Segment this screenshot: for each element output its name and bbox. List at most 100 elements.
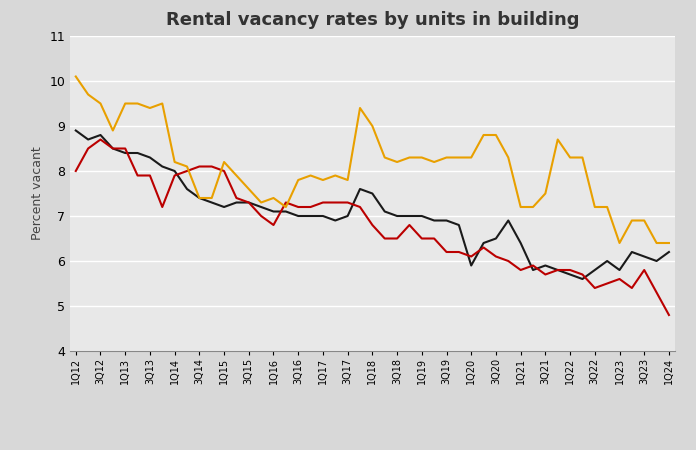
- 5+ units: [443, 155, 451, 160]
- National: [529, 267, 537, 273]
- 5+ units: [356, 105, 364, 111]
- National: [171, 168, 179, 174]
- 1 unit: [665, 312, 673, 318]
- 5+ units: [207, 195, 216, 201]
- 5+ units: [566, 155, 574, 160]
- 1 unit: [480, 245, 488, 250]
- National: [566, 272, 574, 277]
- 1 unit: [257, 213, 265, 219]
- 1 unit: [529, 263, 537, 268]
- 5+ units: [418, 155, 426, 160]
- National: [356, 186, 364, 192]
- 1 unit: [381, 236, 389, 241]
- 1 unit: [603, 281, 611, 286]
- 1 unit: [405, 222, 413, 228]
- National: [282, 209, 290, 214]
- 1 unit: [84, 146, 93, 151]
- 1 unit: [443, 249, 451, 255]
- 5+ units: [516, 204, 525, 210]
- 1 unit: [615, 276, 624, 282]
- National: [443, 218, 451, 223]
- Line: 1 unit: 1 unit: [76, 140, 669, 315]
- 1 unit: [121, 146, 129, 151]
- 5+ units: [628, 218, 636, 223]
- 1 unit: [356, 204, 364, 210]
- National: [158, 164, 166, 169]
- 1 unit: [294, 204, 302, 210]
- 1 unit: [331, 200, 340, 205]
- 1 unit: [207, 164, 216, 169]
- 1 unit: [171, 173, 179, 178]
- National: [195, 195, 203, 201]
- 1 unit: [492, 254, 500, 259]
- 5+ units: [145, 105, 154, 111]
- 1 unit: [145, 173, 154, 178]
- 5+ units: [294, 177, 302, 183]
- 5+ units: [158, 101, 166, 106]
- 5+ units: [640, 218, 649, 223]
- 5+ units: [232, 173, 241, 178]
- National: [665, 249, 673, 255]
- National: [640, 254, 649, 259]
- 1 unit: [244, 200, 253, 205]
- 5+ units: [430, 159, 438, 165]
- National: [553, 267, 562, 273]
- National: [134, 150, 142, 156]
- 5+ units: [665, 240, 673, 246]
- 1 unit: [418, 236, 426, 241]
- 1 unit: [72, 168, 80, 174]
- 5+ units: [343, 177, 351, 183]
- Title: Rental vacancy rates by units in building: Rental vacancy rates by units in buildin…: [166, 11, 579, 29]
- National: [72, 128, 80, 133]
- 1 unit: [393, 236, 402, 241]
- National: [109, 146, 117, 151]
- 1 unit: [578, 272, 587, 277]
- 5+ units: [492, 132, 500, 138]
- National: [393, 213, 402, 219]
- 5+ units: [652, 240, 661, 246]
- 5+ units: [381, 155, 389, 160]
- 5+ units: [480, 132, 488, 138]
- National: [96, 132, 104, 138]
- 5+ units: [306, 173, 315, 178]
- 1 unit: [220, 168, 228, 174]
- National: [343, 213, 351, 219]
- National: [504, 218, 512, 223]
- National: [257, 204, 265, 210]
- 5+ units: [504, 155, 512, 160]
- 1 unit: [454, 249, 463, 255]
- 5+ units: [220, 159, 228, 165]
- 5+ units: [467, 155, 475, 160]
- 1 unit: [553, 267, 562, 273]
- 5+ units: [183, 164, 191, 169]
- 5+ units: [553, 137, 562, 142]
- National: [454, 222, 463, 228]
- National: [418, 213, 426, 219]
- 1 unit: [652, 290, 661, 295]
- National: [244, 200, 253, 205]
- 5+ units: [541, 191, 550, 196]
- 5+ units: [331, 173, 340, 178]
- National: [591, 267, 599, 273]
- National: [541, 263, 550, 268]
- 5+ units: [615, 240, 624, 246]
- 1 unit: [232, 195, 241, 201]
- 5+ units: [109, 128, 117, 133]
- National: [232, 200, 241, 205]
- National: [578, 276, 587, 282]
- 5+ units: [529, 204, 537, 210]
- 5+ units: [195, 195, 203, 201]
- 1 unit: [628, 285, 636, 291]
- National: [467, 263, 475, 268]
- 5+ units: [121, 101, 129, 106]
- 1 unit: [343, 200, 351, 205]
- 5+ units: [171, 159, 179, 165]
- 5+ units: [603, 204, 611, 210]
- 1 unit: [591, 285, 599, 291]
- 5+ units: [269, 195, 278, 201]
- National: [492, 236, 500, 241]
- 1 unit: [504, 258, 512, 264]
- 1 unit: [96, 137, 104, 142]
- 5+ units: [282, 204, 290, 210]
- 5+ units: [96, 101, 104, 106]
